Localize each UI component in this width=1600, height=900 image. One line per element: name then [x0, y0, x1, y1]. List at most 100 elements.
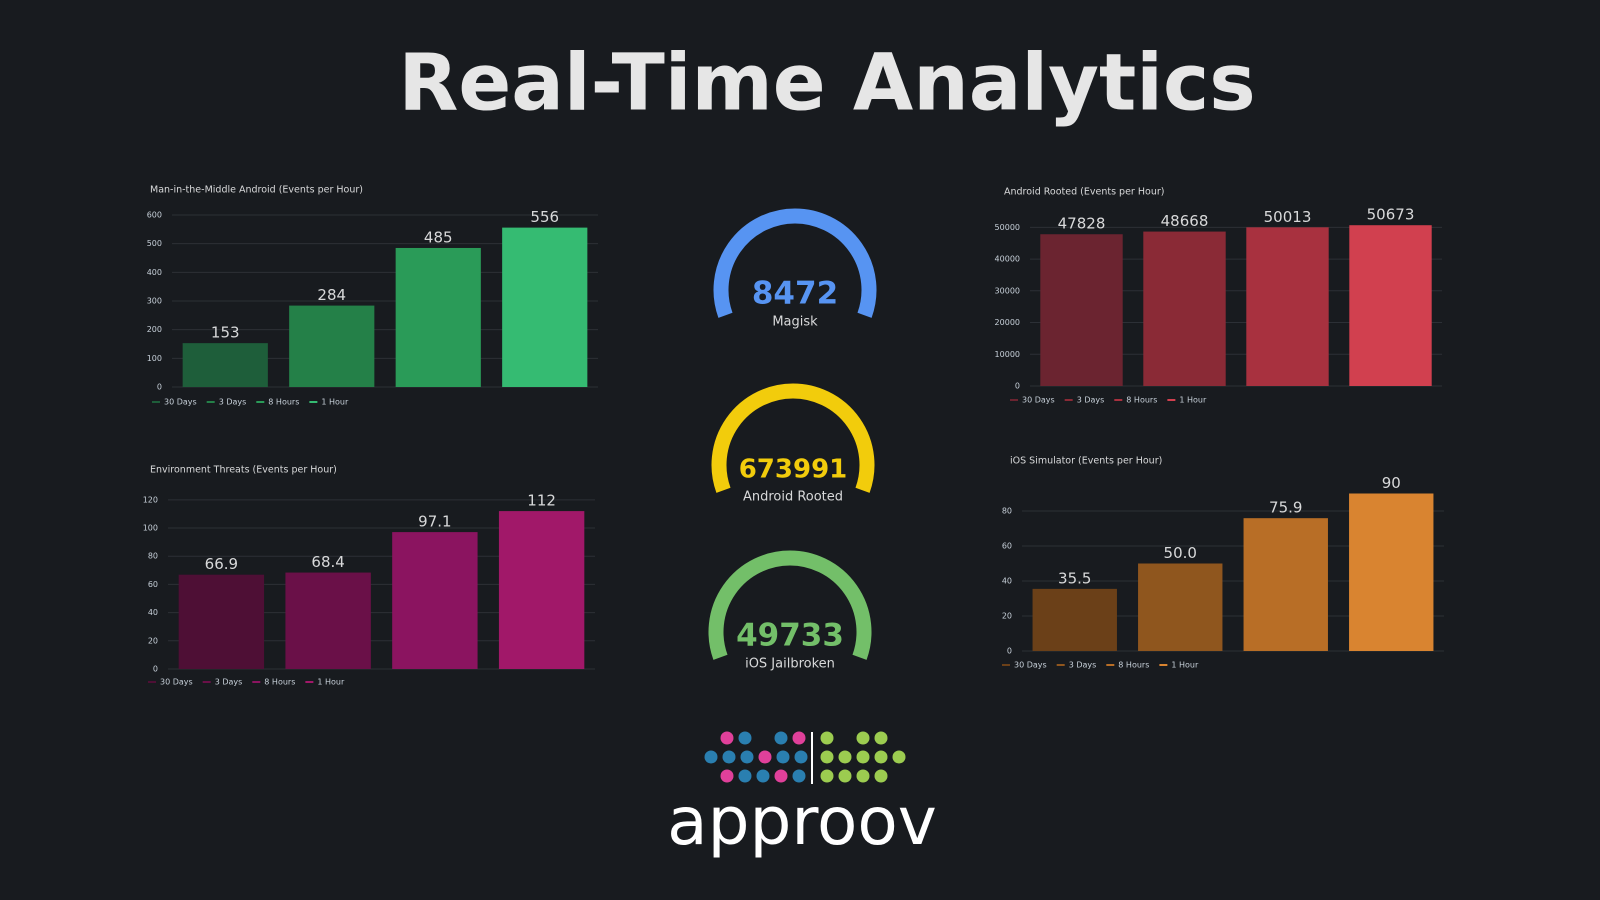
gauge-label: Android Rooted [743, 490, 843, 505]
logo-text: approov [667, 783, 937, 860]
legend-label: 1 Hour [1171, 661, 1199, 670]
bar [1349, 225, 1432, 386]
gauge-value: 8472 [752, 276, 838, 312]
value-label: 50013 [1264, 208, 1312, 226]
y-tick-label: 60 [1002, 542, 1012, 551]
value-label: 35.5 [1058, 569, 1091, 587]
legend-label: 1 Hour [317, 678, 345, 687]
logo-dot [856, 731, 870, 745]
bar [289, 305, 375, 387]
y-tick-label: 30000 [995, 286, 1020, 295]
legend-label: 3 Days [219, 398, 247, 407]
y-tick-label: 500 [147, 239, 162, 248]
logo-dot [776, 750, 790, 764]
bar [395, 247, 481, 387]
logo-dot [838, 750, 852, 764]
y-tick-label: 0 [1015, 382, 1020, 391]
bar [502, 227, 588, 387]
value-label: 75.9 [1269, 499, 1302, 517]
legend-label: 8 Hours [1126, 396, 1157, 405]
logo-dot [740, 750, 754, 764]
logo-dot [792, 769, 806, 783]
gauge-label: Magisk [772, 315, 818, 330]
bar [1349, 493, 1434, 651]
bar [498, 511, 585, 669]
y-tick-label: 40 [1002, 577, 1012, 586]
chart-title: Android Rooted (Events per Hour) [1004, 187, 1164, 198]
y-tick-label: 20 [1002, 612, 1012, 621]
legend-label: 8 Hours [268, 398, 299, 407]
logo-dot [856, 750, 870, 764]
y-tick-label: 20000 [995, 318, 1020, 327]
logo-dot [774, 769, 788, 783]
bar [1138, 563, 1223, 651]
logo-dot [856, 769, 870, 783]
logo-dot [874, 769, 888, 783]
legend-label: 1 Hour [1179, 396, 1207, 405]
chart-title: Environment Threats (Events per Hour) [150, 465, 337, 476]
value-label: 50673 [1367, 206, 1415, 224]
logo-dot [758, 750, 772, 764]
bar [178, 574, 265, 669]
gauge-value: 49733 [736, 618, 844, 654]
chart-title: iOS Simulator (Events per Hour) [1010, 456, 1162, 467]
y-tick-label: 100 [147, 354, 162, 363]
bar [1243, 518, 1328, 651]
legend-label: 30 Days [1022, 396, 1055, 405]
y-tick-label: 0 [157, 383, 162, 392]
legend-label: 30 Days [1014, 661, 1047, 670]
value-label: 112 [527, 492, 556, 510]
logo-dot [774, 731, 788, 745]
y-tick-label: 50000 [995, 223, 1020, 232]
value-label: 48668 [1161, 212, 1209, 230]
logo-dot [820, 731, 834, 745]
value-label: 66.9 [205, 555, 238, 573]
value-label: 68.4 [311, 553, 344, 571]
y-tick-label: 120 [143, 495, 158, 504]
y-tick-label: 20 [148, 636, 158, 645]
logo-dot [794, 750, 808, 764]
bar [182, 343, 268, 387]
y-tick-label: 200 [147, 325, 162, 334]
logo-dot [722, 750, 736, 764]
gauge-value: 673991 [739, 455, 848, 485]
logo-dot [820, 750, 834, 764]
legend-label: 8 Hours [1118, 661, 1149, 670]
legend-label: 3 Days [1077, 396, 1105, 405]
legend-label: 30 Days [160, 678, 193, 687]
legend-label: 30 Days [164, 398, 197, 407]
y-tick-label: 40 [148, 608, 158, 617]
bar [1143, 231, 1226, 386]
y-tick-label: 10000 [995, 350, 1020, 359]
logo-dot [838, 769, 852, 783]
legend-label: 1 Hour [321, 398, 349, 407]
y-tick-label: 600 [147, 211, 162, 220]
bar [1032, 588, 1117, 651]
logo-dot [756, 769, 770, 783]
y-tick-label: 80 [1002, 507, 1012, 516]
logo-dot [874, 731, 888, 745]
value-label: 47828 [1058, 215, 1106, 233]
page-title: Real-Time Analytics [398, 38, 1255, 128]
value-label: 50.0 [1164, 544, 1197, 562]
y-tick-label: 400 [147, 268, 162, 277]
value-label: 97.1 [418, 513, 451, 531]
gauge-arc [708, 550, 872, 660]
bar [392, 532, 478, 669]
legend-label: 3 Days [215, 678, 243, 687]
y-tick-label: 100 [143, 524, 158, 533]
bar [1040, 234, 1123, 386]
gauge-arc [713, 208, 877, 318]
y-tick-label: 0 [153, 665, 158, 674]
value-label: 556 [530, 208, 559, 226]
logo-dot [738, 731, 752, 745]
gauge-arc [711, 383, 875, 493]
logo-dot [720, 769, 734, 783]
logo-dot [874, 750, 888, 764]
y-tick-label: 60 [148, 580, 158, 589]
logo-dot [738, 769, 752, 783]
logo-dot [720, 731, 734, 745]
value-label: 284 [317, 286, 346, 304]
